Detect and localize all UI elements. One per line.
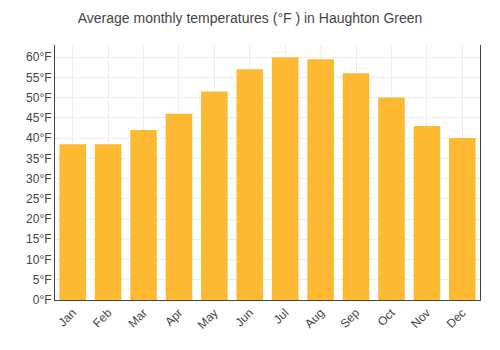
svg-text:40°F: 40°F — [26, 131, 51, 145]
svg-text:55°F: 55°F — [26, 71, 51, 85]
svg-text:May: May — [195, 306, 221, 332]
svg-text:Mar: Mar — [125, 306, 150, 331]
svg-text:Sep: Sep — [337, 306, 362, 331]
svg-text:50°F: 50°F — [26, 91, 51, 105]
svg-text:Apr: Apr — [162, 306, 185, 329]
svg-text:Jan: Jan — [55, 306, 79, 330]
svg-text:Aug: Aug — [302, 306, 327, 331]
svg-text:60°F: 60°F — [26, 50, 51, 64]
svg-text:Dec: Dec — [444, 306, 469, 331]
svg-text:Oct: Oct — [375, 305, 399, 329]
svg-text:15°F: 15°F — [26, 232, 51, 246]
svg-text:Jun: Jun — [233, 306, 257, 330]
svg-text:0°F: 0°F — [33, 293, 52, 307]
svg-text:20°F: 20°F — [26, 212, 51, 226]
svg-text:35°F: 35°F — [26, 152, 51, 166]
svg-text:Feb: Feb — [90, 306, 115, 331]
svg-text:Nov: Nov — [408, 306, 433, 331]
svg-text:Average monthly temperatures (: Average monthly temperatures (°F ) in Ha… — [78, 10, 423, 26]
svg-text:45°F: 45°F — [26, 111, 51, 125]
svg-text:30°F: 30°F — [26, 172, 51, 186]
svg-text:10°F: 10°F — [26, 253, 51, 267]
svg-text:Jul: Jul — [271, 306, 292, 327]
svg-text:25°F: 25°F — [26, 192, 51, 206]
svg-text:5°F: 5°F — [33, 273, 52, 287]
